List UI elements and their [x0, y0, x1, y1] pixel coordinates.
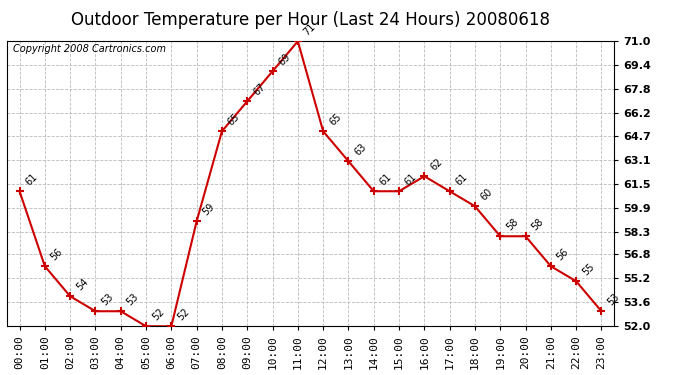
Text: 61: 61	[403, 171, 419, 187]
Text: 71: 71	[302, 21, 318, 37]
Text: 69: 69	[277, 51, 293, 67]
Text: Outdoor Temperature per Hour (Last 24 Hours) 20080618: Outdoor Temperature per Hour (Last 24 Ho…	[71, 11, 550, 29]
Text: 56: 56	[49, 246, 65, 262]
Text: 53: 53	[606, 291, 622, 307]
Text: 61: 61	[378, 171, 394, 187]
Text: 61: 61	[454, 171, 470, 187]
Text: Copyright 2008 Cartronics.com: Copyright 2008 Cartronics.com	[13, 44, 166, 54]
Text: 62: 62	[428, 156, 444, 172]
Text: 65: 65	[226, 111, 242, 127]
Text: 55: 55	[580, 261, 596, 277]
Text: 59: 59	[201, 201, 217, 217]
Text: 58: 58	[530, 216, 546, 232]
Text: 53: 53	[125, 291, 141, 307]
Text: 67: 67	[251, 81, 267, 97]
Text: 63: 63	[353, 141, 368, 157]
Text: 52: 52	[175, 306, 191, 322]
Text: 52: 52	[150, 306, 166, 322]
Text: 65: 65	[327, 111, 343, 127]
Text: 61: 61	[23, 171, 39, 187]
Text: 53: 53	[99, 291, 115, 307]
Text: 60: 60	[479, 186, 495, 202]
Text: 58: 58	[504, 216, 520, 232]
Text: 54: 54	[75, 276, 90, 292]
Text: 56: 56	[555, 246, 571, 262]
